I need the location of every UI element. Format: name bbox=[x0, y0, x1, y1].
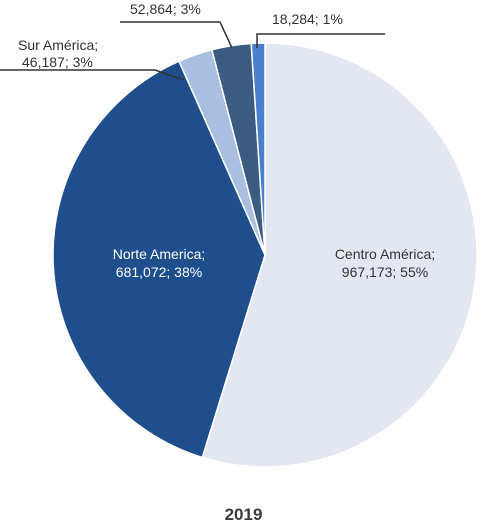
leader-lines bbox=[0, 21, 385, 81]
pie-slices bbox=[52, 42, 478, 468]
label-norte-line1: Norte America; bbox=[113, 246, 206, 262]
leader-line-52864 bbox=[120, 21, 233, 49]
slice-18284 bbox=[250, 42, 266, 256]
leader-line-sur bbox=[0, 69, 185, 81]
label-norte-line2: 681,072; 38% bbox=[116, 264, 202, 280]
label-centro-line1: Centro América; bbox=[335, 246, 435, 262]
label-sur-line1: Sur América; bbox=[18, 37, 98, 53]
label-18284: 18,284; 1% bbox=[272, 11, 343, 27]
label-sur-line2: 46,187; 3% bbox=[22, 54, 93, 70]
leader-line-18284 bbox=[256, 33, 385, 48]
label-centro-line2: 967,173; 55% bbox=[342, 264, 428, 280]
slice-norte-america bbox=[52, 60, 266, 459]
slice-centro-america bbox=[201, 42, 478, 468]
label-52864: 52,864; 3% bbox=[130, 1, 201, 17]
chart-title: 2019 bbox=[224, 505, 263, 524]
